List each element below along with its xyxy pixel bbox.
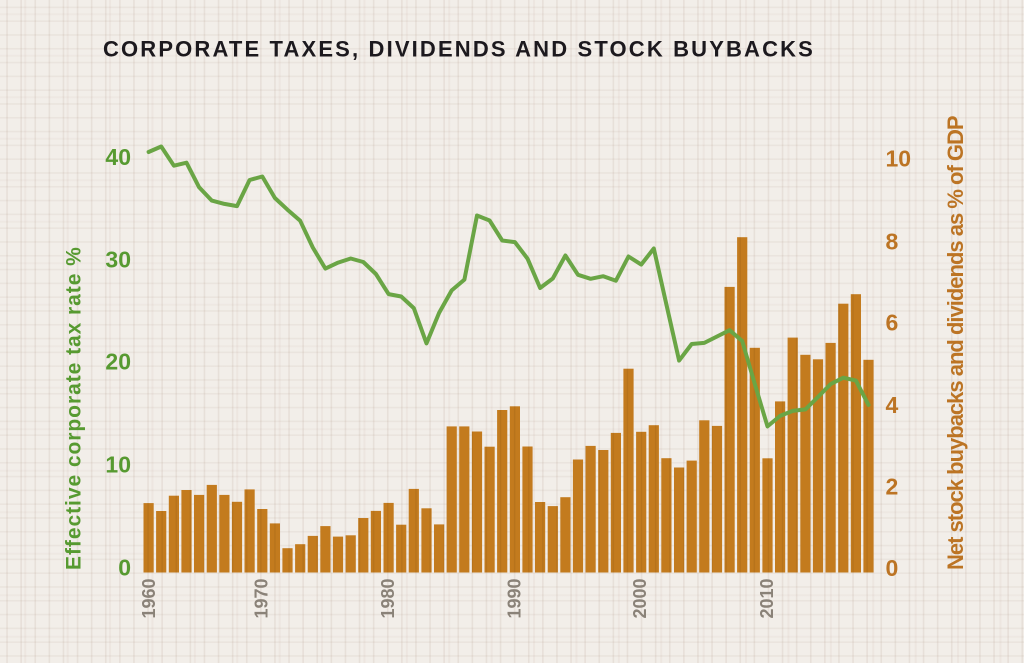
svg-text:30: 30 [105, 247, 131, 273]
svg-text:20: 20 [105, 349, 131, 375]
svg-text:1980: 1980 [378, 579, 398, 619]
svg-text:6: 6 [886, 310, 899, 336]
svg-text:2: 2 [886, 474, 899, 500]
svg-text:Net stock buybacks and dividen: Net stock buybacks and dividends as % of… [943, 116, 968, 570]
svg-text:0: 0 [118, 554, 131, 580]
svg-text:1990: 1990 [505, 579, 525, 619]
svg-text:2010: 2010 [757, 579, 777, 619]
svg-text:2000: 2000 [630, 579, 650, 619]
svg-text:1960: 1960 [139, 579, 159, 619]
svg-text:CORPORATE TAXES, DIVIDENDS AND: CORPORATE TAXES, DIVIDENDS AND STOCK BUY… [103, 36, 815, 61]
svg-text:1970: 1970 [251, 579, 271, 619]
svg-text:10: 10 [886, 145, 912, 171]
svg-text:4: 4 [886, 392, 899, 418]
svg-text:0: 0 [886, 555, 899, 581]
svg-text:40: 40 [105, 144, 131, 170]
svg-text:Effective corporate tax rate %: Effective corporate tax rate % [63, 246, 86, 570]
svg-text:8: 8 [886, 228, 899, 254]
svg-text:10: 10 [105, 452, 131, 478]
